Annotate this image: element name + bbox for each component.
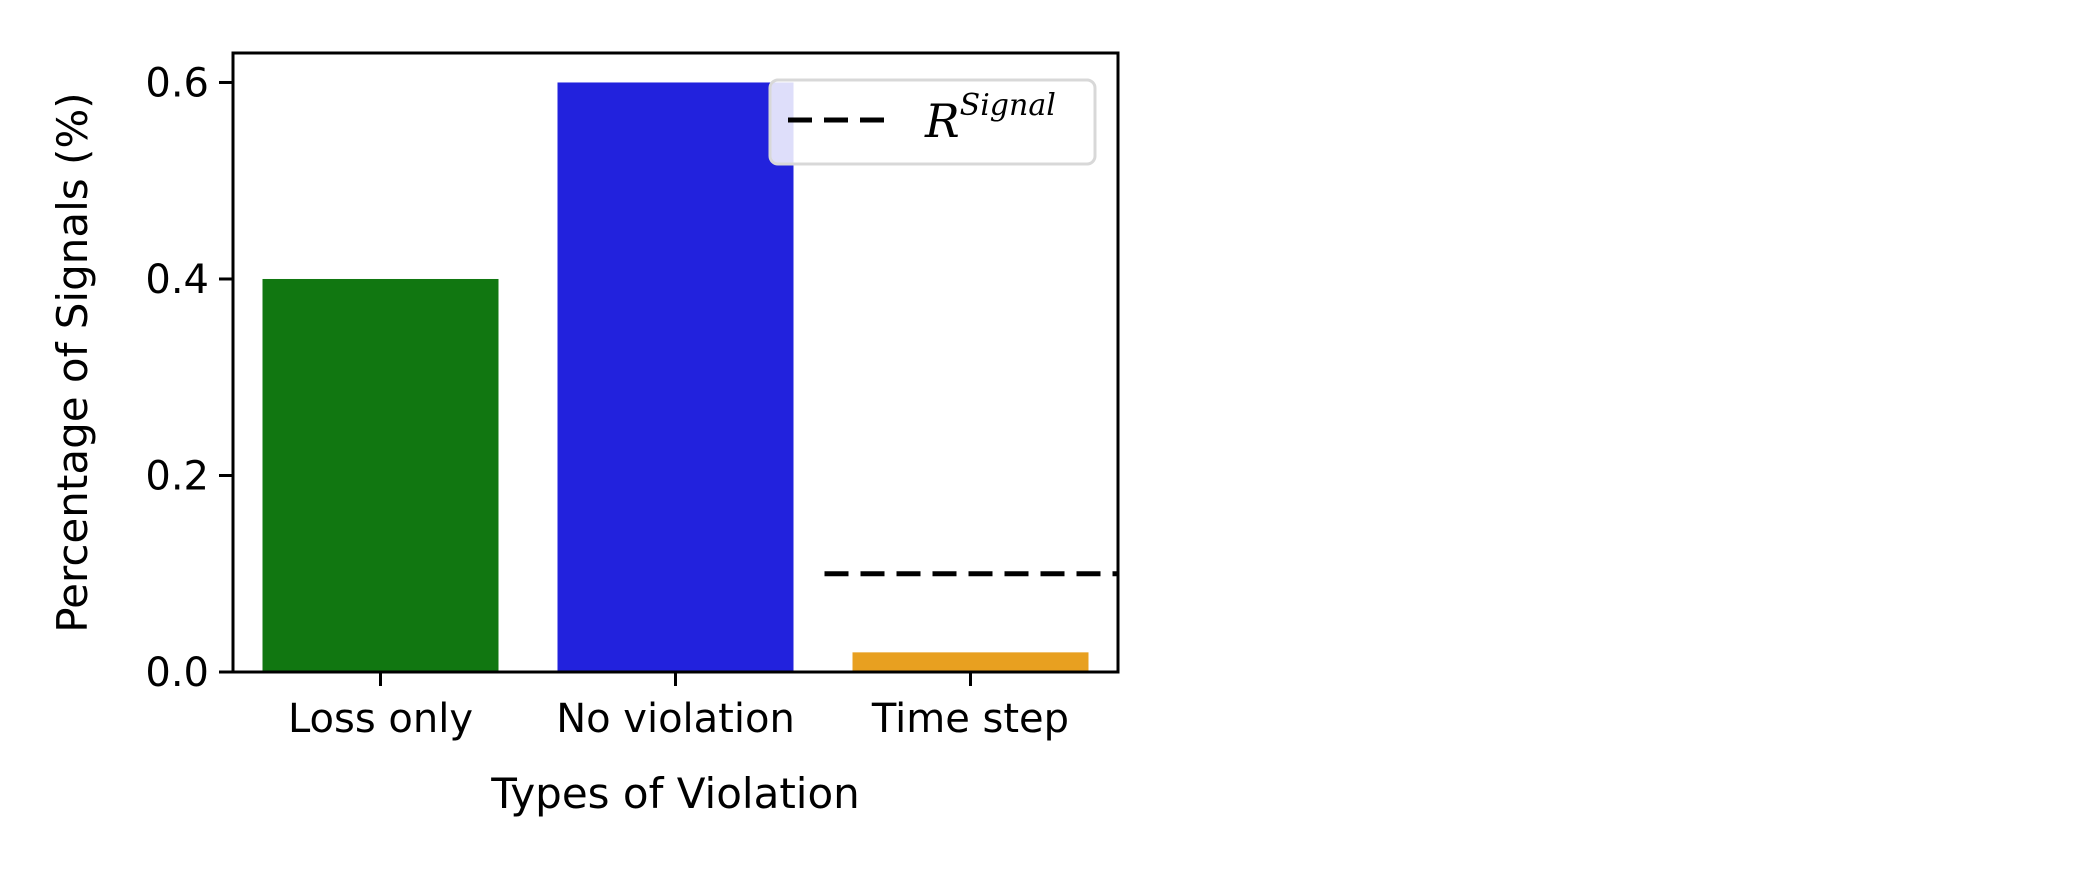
y-tick-label: 0.0 xyxy=(145,650,209,696)
bar-time-step xyxy=(852,652,1089,672)
bars-group xyxy=(262,82,1089,672)
legend-label-superscript: Signal xyxy=(960,88,1056,123)
x-tick-label: Loss only xyxy=(288,696,473,742)
legend-box xyxy=(768,78,1097,166)
y-tick-label: 0.2 xyxy=(145,453,209,499)
y-tick-label: 0.6 xyxy=(145,60,209,106)
bar-no-violation xyxy=(557,82,794,672)
x-tick-label: Time step xyxy=(871,696,1069,742)
y-axis-title: Percentage of Signals (%) xyxy=(48,92,97,632)
y-tick-label: 0.4 xyxy=(145,257,209,303)
y-axis: 0.0 0.2 0.4 0.6 xyxy=(145,60,233,696)
bar-loss-only xyxy=(262,278,499,672)
x-axis: Loss only No violation Time step xyxy=(288,672,1069,742)
x-tick-label: No violation xyxy=(556,696,795,742)
legend: RSignal xyxy=(768,78,1097,166)
x-axis-title: Types of Violation xyxy=(490,769,860,818)
